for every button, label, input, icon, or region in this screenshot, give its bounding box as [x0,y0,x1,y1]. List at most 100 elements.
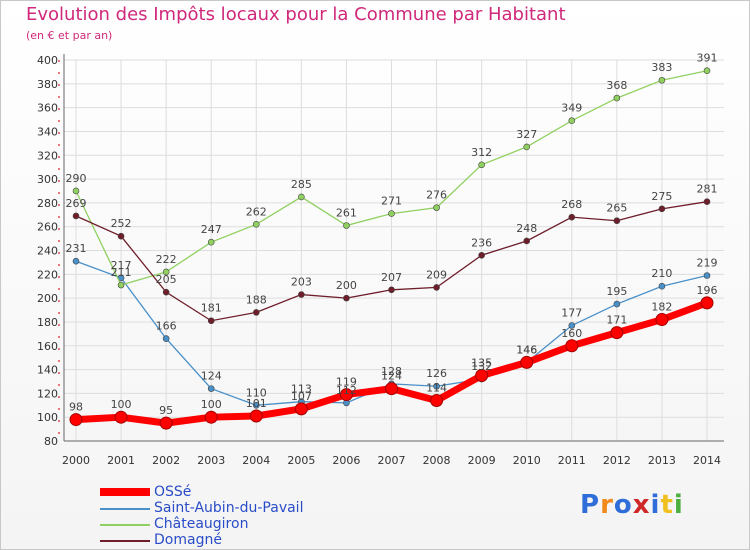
data-point [433,204,440,211]
x-tick-label: 2002 [152,454,180,467]
data-point [72,187,80,195]
data-label: 268 [561,198,582,211]
data-label: 207 [381,271,402,284]
y-tick-label: 140 [37,364,58,377]
data-point [613,94,621,102]
data-point [613,300,621,308]
data-label: 219 [697,257,718,270]
y-tick-label: 80 [44,435,58,448]
data-label: 119 [336,376,357,389]
data-label: 181 [201,302,222,315]
data-point [478,251,485,259]
data-point [703,272,711,279]
data-label: 107 [291,390,312,403]
data-label: 110 [246,386,267,399]
data-label: 112 [336,384,357,397]
x-tick-label: 2005 [287,454,315,467]
y-tick-label: 120 [37,387,58,400]
data-point [568,117,576,125]
data-point [252,221,260,228]
x-tick-label: 2012 [603,454,631,467]
data-point [69,413,83,427]
y-tick-label: 340 [37,125,58,138]
data-label: 349 [561,102,582,115]
data-label: 166 [156,320,177,333]
data-point [523,143,531,151]
data-label: 126 [426,367,447,380]
data-point [433,382,440,390]
y-tick-label: 300 [37,173,58,186]
data-point [298,193,305,201]
logo-letter: x [632,490,651,520]
logo-letter: i [650,490,661,520]
y-tick-label: 320 [37,149,58,162]
data-point [478,161,485,169]
data-point [475,369,489,383]
data-label: 261 [336,206,357,219]
data-point [658,205,666,213]
y-tick-label: 260 [37,221,58,234]
data-point [162,335,170,342]
logo-letter: t [660,490,674,520]
data-label: 195 [606,285,627,298]
data-label: 128 [381,365,402,378]
logo-letter: o [613,490,633,520]
data-label: 146 [516,343,537,356]
data-point [294,402,308,416]
data-label: 124 [201,370,222,383]
data-point [388,210,395,217]
x-tick-label: 2007 [378,454,406,467]
data-label: 276 [426,189,447,202]
data-label: 196 [697,284,718,297]
data-label: 222 [156,253,177,266]
data-label: 182 [651,301,672,314]
chart-subtitle: (en € et par an) [26,29,113,42]
data-label: 209 [426,268,447,281]
data-point [207,317,215,325]
data-label: 114 [426,382,447,395]
data-point [658,76,666,84]
x-tick-label: 2011 [558,454,586,467]
data-point [655,313,669,327]
data-label: 265 [606,202,627,215]
y-tick-label: 380 [37,78,58,91]
data-label: 391 [697,52,718,65]
data-point [252,401,260,409]
data-label: 368 [606,79,627,92]
y-tick-label: 200 [37,292,58,305]
data-label: 177 [561,307,582,320]
data-point [703,67,711,75]
data-label: 327 [516,128,537,141]
data-label: 271 [381,195,402,208]
data-label: 171 [606,314,627,327]
data-label: 205 [156,273,177,286]
data-label: 231 [66,242,87,255]
data-label: 101 [246,397,267,410]
data-point [430,394,444,408]
data-label: 200 [336,279,357,292]
data-label: 217 [111,259,132,272]
y-tick-label: 360 [37,102,58,115]
data-point [252,309,260,316]
logo-letter: P [580,490,601,520]
data-point [568,322,576,329]
data-label: 100 [111,398,132,411]
data-point [610,326,624,340]
data-label: 188 [246,293,267,306]
x-tick-label: 2013 [648,454,676,467]
x-tick-label: 2014 [693,454,721,467]
data-point [385,382,398,396]
x-tick-label: 2000 [62,454,90,467]
data-point [343,294,350,302]
data-point [207,385,215,392]
legend-swatch [100,524,150,526]
chart-title: Evolution des Impôts locaux pour la Comm… [26,4,566,25]
data-label: 160 [561,327,582,340]
data-label: 312 [471,146,492,159]
x-tick-label: 2008 [423,454,451,467]
x-tick-label: 2004 [242,454,270,467]
y-tick-label: 400 [37,54,58,67]
logo-letter: r [600,490,614,520]
data-label: 210 [651,267,672,280]
